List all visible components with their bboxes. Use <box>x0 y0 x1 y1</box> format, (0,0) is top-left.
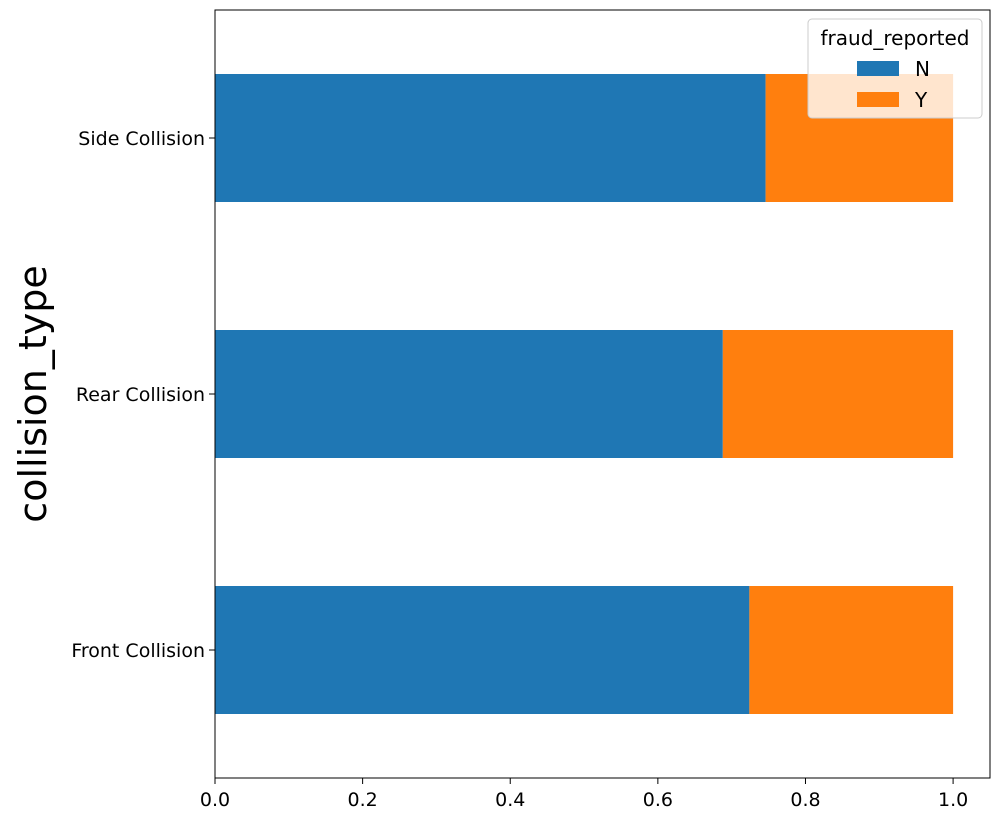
y-tick-label: Side Collision <box>78 128 205 150</box>
x-tick-label: 0.2 <box>348 789 378 811</box>
x-tick-label: 0.6 <box>643 789 673 811</box>
y-tick-label: Front Collision <box>71 640 205 662</box>
bar-y-front-collision <box>749 586 954 714</box>
legend-title: fraud_reported <box>821 26 970 50</box>
y-axis: Front Collision Rear Collision Side Collis… <box>71 128 215 662</box>
x-tick-label: 0.8 <box>790 789 820 811</box>
legend-label-y: Y <box>914 88 928 112</box>
bar-n-rear-collision <box>215 330 723 458</box>
x-tick-label: 0.4 <box>495 789 525 811</box>
legend-swatch-y <box>857 92 899 107</box>
bar-n-side-collision <box>215 74 766 202</box>
x-axis: 0.0 0.2 0.4 0.6 0.8 1.0 <box>200 778 968 811</box>
x-tick-label: 1.0 <box>938 789 968 811</box>
legend-label-n: N <box>915 57 930 81</box>
y-tick-label: Rear Collision <box>76 384 205 406</box>
y-axis-title: collision_type <box>11 265 55 522</box>
bars <box>215 74 954 714</box>
bar-n-front-collision <box>215 586 750 714</box>
x-tick-label: 0.0 <box>200 789 230 811</box>
legend: fraud_reported NY <box>807 18 983 119</box>
legend-swatch-n <box>857 61 899 76</box>
legend-entries: NY <box>857 57 930 112</box>
bar-y-rear-collision <box>722 330 954 458</box>
